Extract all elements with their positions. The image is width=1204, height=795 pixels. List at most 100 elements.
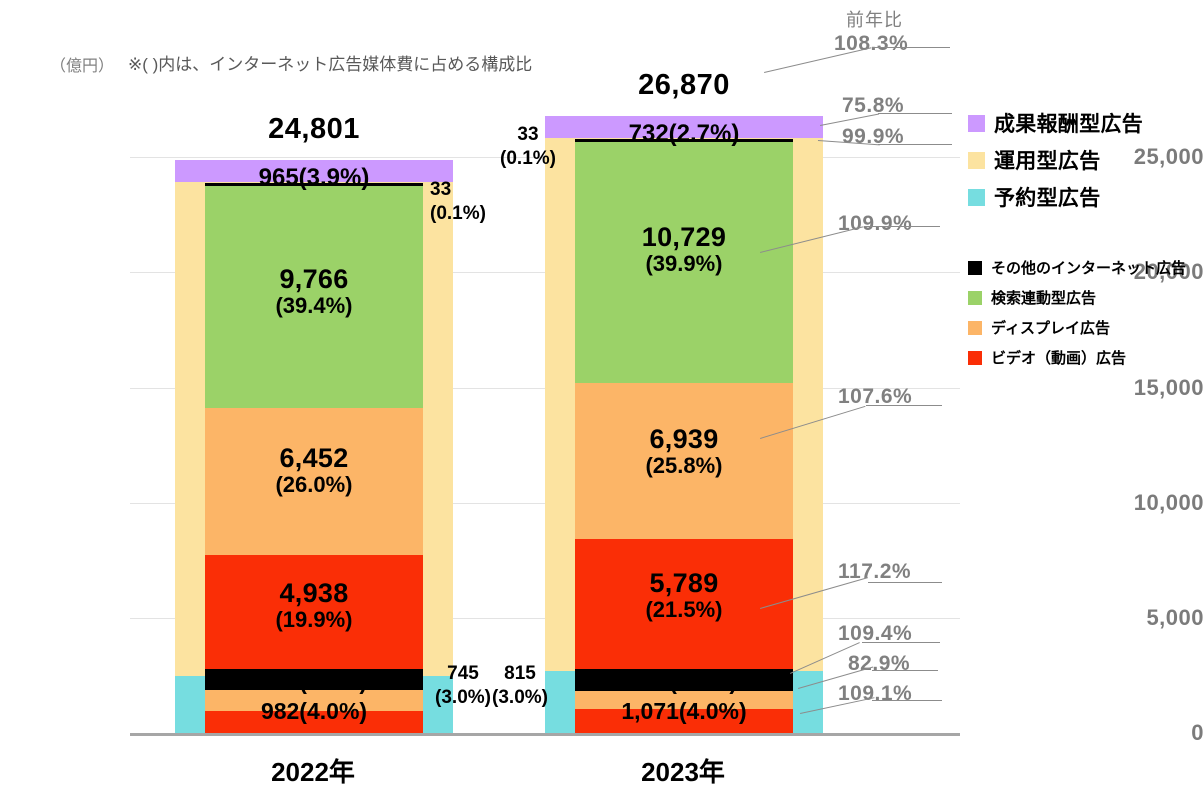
total-label-2023: 26,870 — [638, 69, 730, 101]
label-2023-display: 6,939 (25.8%) — [574, 424, 794, 479]
yoy-search: 109.9% — [838, 212, 913, 235]
label-2022-reserved-pct: (3.0%) — [435, 686, 491, 708]
label-2023-performance: 732(2.7%) — [628, 120, 740, 147]
legend-item-display[interactable]: ディスプレイ広告 — [968, 317, 1204, 338]
label-2023-search: 10,729 (39.9%) — [574, 222, 794, 277]
label-2022-display-value: 6,452 — [279, 443, 349, 473]
label-2022-reserved: 745 (3.0%) — [413, 662, 513, 710]
segment-2023-other — [575, 139, 793, 142]
legend-swatch-managed — [968, 151, 985, 169]
label-2023-search-pct: (39.9%) — [645, 251, 723, 277]
label-2022-video-pct: (19.9%) — [275, 607, 353, 633]
segment-2022-display-reserved — [205, 690, 423, 711]
xtick-label-2022: 2022年 — [271, 757, 355, 787]
segment-2023-search — [575, 142, 793, 383]
legend-swatch-display — [968, 320, 982, 335]
segment-2023-display-reserved — [575, 691, 793, 709]
label-2023-reserved-pct: (3.0%) — [492, 686, 548, 708]
legend-item-video[interactable]: ビデオ（動画）広告 — [968, 347, 1204, 368]
leader-line-other-net-flat — [878, 144, 952, 145]
legend-item-reserved[interactable]: 予約型広告 — [968, 182, 1204, 212]
label-2023-search-value: 10,729 — [641, 222, 727, 252]
label-2022-search: 9,766 (39.4%) — [204, 264, 424, 319]
yoy-other-net: 99.9% — [842, 125, 905, 148]
segment-2022-search — [205, 186, 423, 408]
label-2022-video: 4,938 (19.9%) — [204, 578, 424, 633]
segment-2022-other — [205, 183, 423, 186]
segment-2023-display — [575, 383, 793, 539]
axis-baseline — [130, 733, 960, 736]
ytick-label-25000: 25,000 — [1133, 144, 1204, 169]
label-2022-performance: 965(3.9%) — [258, 164, 370, 191]
yoy-display: 107.6% — [838, 385, 913, 408]
segment-2022-video-reserved — [205, 711, 423, 733]
label-2022-display: 6,452 (26.0%) — [204, 443, 424, 498]
label-2023-other-net-pct: (0.1%) — [500, 147, 556, 169]
yoy-display-reserved: 82.9% — [848, 652, 911, 675]
legend-item-managed[interactable]: 運用型広告 — [968, 145, 1204, 175]
legend-label-search: 検索連動型広告 — [991, 290, 1097, 307]
yoy-video: 117.2% — [838, 560, 912, 583]
legend-swatch-video — [968, 350, 982, 365]
xtick-label-2023: 2023年 — [641, 757, 725, 787]
label-2022-other-net-pct: (0.1%) — [430, 202, 486, 224]
segment-2022-video — [205, 555, 423, 669]
outer-bar-2022-performance — [175, 160, 453, 182]
legend-label-video: ビデオ（動画）広告 — [991, 350, 1127, 367]
total-label-2022: 24,801 — [268, 113, 360, 145]
segment-2023-other-reserved — [575, 669, 793, 691]
yoy-total: 108.3% — [834, 32, 909, 55]
legend-item-performance[interactable]: 成果報酬型広告 — [968, 108, 1204, 138]
label-2022-video-reserved: 982(4.0%) — [260, 698, 368, 724]
legend-group-spacer — [968, 219, 1204, 257]
segment-2023-video-reserved — [575, 709, 793, 733]
leader-line-total — [764, 47, 872, 73]
label-2023-video-pct: (21.5%) — [645, 597, 723, 623]
yoy-performance: 75.8% — [842, 94, 905, 117]
label-2022-reserved-value: 745 — [447, 663, 479, 684]
segment-2023-video — [575, 539, 793, 669]
segment-2022-other-reserved — [205, 669, 423, 690]
yoy-video-reserved: 109.1% — [838, 682, 913, 705]
yoy-header: 前年比 — [846, 10, 903, 30]
legend-item-other-net[interactable]: その他のインターネット広告 — [968, 257, 1204, 278]
label-2023-video-value: 5,789 — [649, 568, 719, 598]
legend-swatch-other-net — [968, 260, 982, 275]
label-2022-search-value: 9,766 — [279, 264, 349, 294]
ytick-label-10000: 10,000 — [1133, 490, 1204, 515]
leader-line-total-flat — [872, 47, 950, 48]
label-2022-other-net: 33 (0.1%) — [430, 178, 540, 226]
legend-swatch-reserved — [968, 188, 985, 206]
label-2023-other-net: 33 (0.1%) — [488, 123, 568, 171]
label-2023-video: 5,789 (21.5%) — [574, 568, 794, 623]
label-2022-other-net-value: 33 — [430, 179, 452, 200]
label-2023-display-reserved: 762(2.8%) — [630, 668, 738, 694]
label-2023-display-pct: (25.8%) — [645, 453, 723, 479]
leader-line-video-reserved-flat — [872, 700, 942, 701]
legend-label-managed: 運用型広告 — [994, 150, 1101, 173]
label-2023-reserved-value: 815 — [504, 663, 536, 684]
legend-label-performance: 成果報酬型広告 — [994, 113, 1144, 136]
legend-label-display: ディスプレイ広告 — [991, 320, 1110, 337]
ytick-label-0: 0 — [1191, 720, 1204, 745]
axis-unit-label: （億円） — [50, 58, 115, 75]
legend-swatch-search — [968, 290, 982, 305]
label-2023-video-reserved: 1,071(4.0%) — [621, 698, 747, 724]
ytick-label-5000: 5,000 — [1146, 605, 1204, 630]
outer-bar-2023-performance — [545, 116, 823, 138]
segment-2022-display — [205, 408, 423, 555]
label-2022-display-pct: (26.0%) — [275, 472, 353, 498]
legend-label-reserved: 予約型広告 — [994, 187, 1101, 210]
leader-line-performance-flat — [878, 113, 952, 114]
label-2023-reserved: 815 (3.0%) — [470, 662, 570, 710]
legend-item-search[interactable]: 検索連動型広告 — [968, 287, 1204, 308]
leader-line-display-flat — [866, 405, 942, 406]
leader-line-video-flat — [868, 582, 942, 583]
inner-bar-2023 — [575, 139, 793, 733]
ytick-label-20000: 20,000 — [1133, 259, 1204, 284]
label-2022-video-value: 4,938 — [279, 578, 349, 608]
leader-line-search-flat — [864, 226, 940, 227]
label-2023-other-net-value: 33 — [517, 124, 539, 145]
ytick-label-15000: 15,000 — [1133, 375, 1204, 400]
